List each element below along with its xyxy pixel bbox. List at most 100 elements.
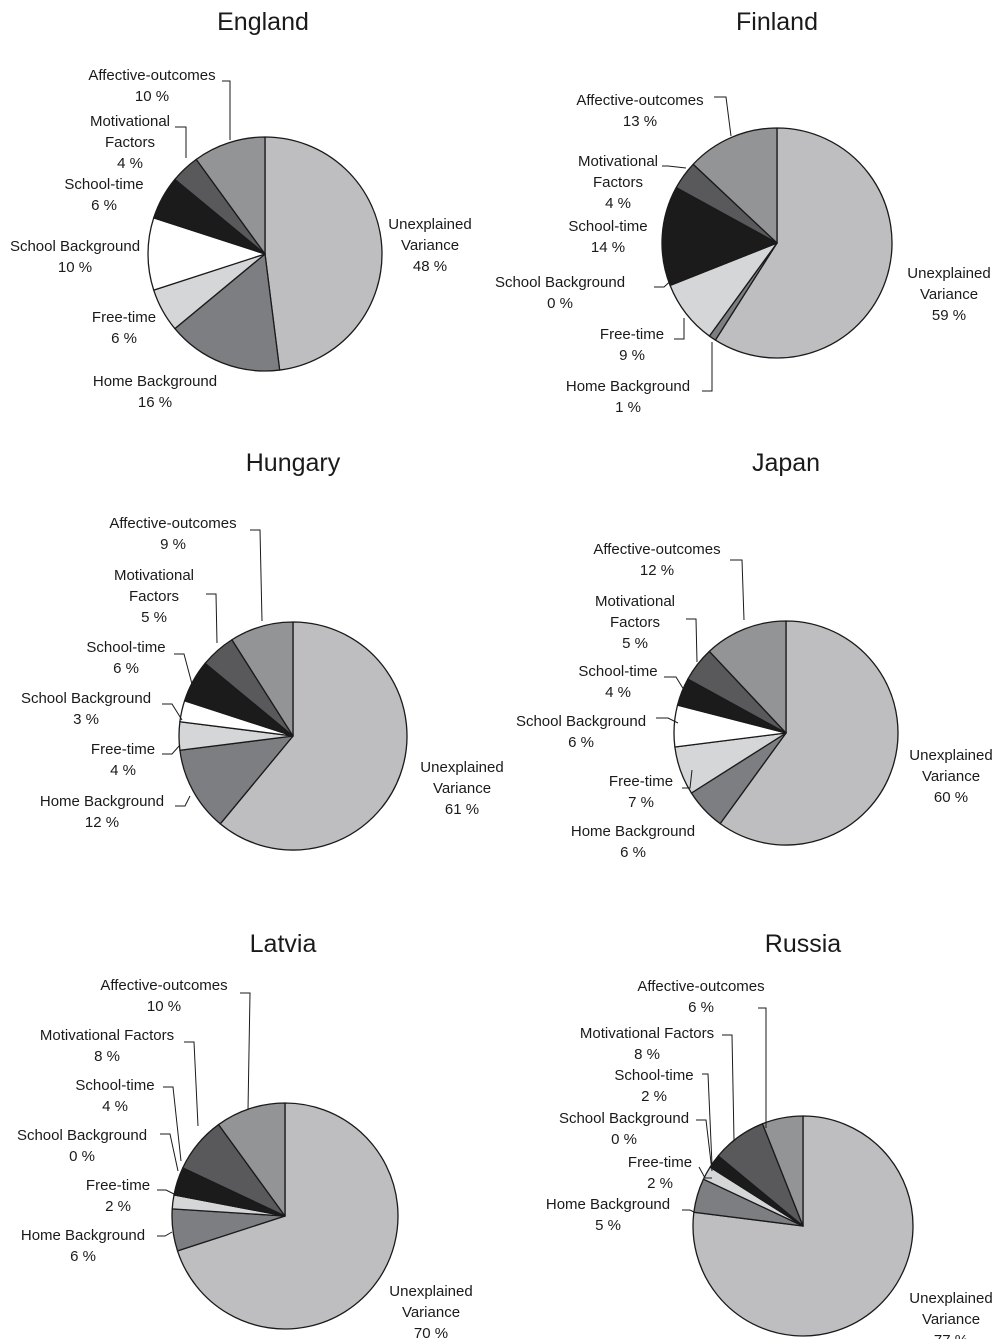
label-affective-outcomes: Affective-outcomes 12 % [593,541,720,579]
pie-chart-finland: Finland Unexplained Variance 59 % Home Backg… [495,8,991,416]
leader-line-school-background [160,1133,179,1172]
chart-title: England [217,8,309,36]
label-motivational-factors: Motivational Factors 5 % [114,567,194,626]
label-school-background: School Background 0 % [17,1127,147,1165]
chart-title: Russia [765,930,842,958]
leader-line-motivational-factors [686,618,698,663]
label-motivational-factors: Motivational Factors 4 % [578,153,658,212]
leader-line-motivational-factors [662,165,687,169]
chart-title: Latvia [250,930,317,958]
label-affective-outcomes: Affective-outcomes 6 % [637,978,764,1016]
slice-home-background [179,735,294,825]
slice-affective-outcomes [692,127,778,244]
label-home-background: Home Background 6 % [21,1227,145,1265]
leader-line-school-background [696,1119,713,1172]
leader-line-school-time [163,1086,182,1162]
pie-chart-latvia: Latvia Unexplained Variance 70 % Home Backgr… [17,930,473,1339]
chart-title: Japan [752,449,820,477]
leader-line-school-background [656,717,679,724]
label-unexplained-variance: Unexplained Variance 60 % [909,747,992,806]
leader-line-school-background [162,703,183,721]
leader-line-free-time [698,1166,712,1179]
slice-unexplained-variance [219,621,408,851]
chart-title: Hungary [246,449,341,477]
leader-line-free-time [674,318,685,340]
leader-line-free-time [157,1189,179,1197]
leader-line-motivational-factors [722,1034,735,1141]
leader-line-affective-outcomes [250,529,263,622]
slice-affective-outcomes [231,621,294,737]
label-home-background: Home Background 6 % [571,823,695,861]
label-school-time: School-time 14 % [568,218,647,256]
label-free-time: Free-time 6 % [92,309,156,347]
label-unexplained-variance: Unexplained Variance 59 % [907,265,990,324]
label-free-time: Free-time 2 % [628,1154,692,1192]
label-home-background: Home Background 1 % [566,378,690,416]
slice-unexplained-variance [714,127,893,359]
label-school-background: School Background 0 % [495,274,625,312]
label-unexplained-variance: Unexplained Variance 70 % [389,1283,472,1339]
leader-line-affective-outcomes [222,80,231,140]
leader-line-affective-outcomes [714,96,732,137]
leader-line-affective-outcomes [240,992,251,1111]
label-free-time: Free-time 9 % [600,326,664,364]
label-motivational-factors: Motivational Factors 5 % [595,593,675,652]
label-affective-outcomes: Affective-outcomes 13 % [576,92,703,130]
label-unexplained-variance: UnexplainedVariance77 % [909,1290,992,1339]
label-school-time: School-time 6 % [86,639,165,677]
label-free-time: Free-time 4 % [91,741,155,779]
leader-line-school-time [702,1073,713,1166]
slice-affective-outcomes [217,1102,286,1217]
label-school-background: School Background 10 % [10,238,140,276]
leader-line-school-time [174,653,193,685]
chart-title: Finland [736,8,818,36]
label-school-background: School Background 0 % [559,1110,689,1148]
label-free-time: Free-time 2 % [86,1177,150,1215]
leader-line-school-time [664,676,685,691]
leader-line-home-background [682,1209,695,1213]
label-home-background: Home Background 16 % [93,373,217,411]
slice-affective-outcomes [195,136,266,255]
leader-line-home-background [702,342,713,392]
label-affective-outcomes: Affective-outcomes 10 % [100,977,227,1015]
leader-line-free-time [162,744,181,755]
slice-unexplained-variance [264,136,383,371]
label-school-background: School Background 6 % [516,713,646,751]
label-affective-outcomes: Affective-outcomes 10 % [88,67,215,105]
leader-line-home-background [175,795,191,807]
label-school-time: School-time 2 % [614,1067,693,1105]
label-home-background: Home Background 12 % [40,793,164,831]
slice-affective-outcomes [708,620,787,734]
leader-line-affective-outcomes [758,1007,767,1128]
slice-unexplained-variance [719,620,899,846]
slice-school-time [661,186,778,286]
label-home-background: Home Background 5 % [546,1196,670,1234]
leader-line-home-background [157,1231,173,1237]
leader-line-affective-outcomes [730,559,745,621]
label-school-time: School-time 4 % [578,663,657,701]
label-school-time: School-time 4 % [75,1077,154,1115]
leader-line-motivational-factors [184,1041,199,1127]
label-unexplained-variance: Unexplained Variance 61 % [420,759,503,818]
leader-line-motivational-factors [175,126,187,158]
leader-line-motivational-factors [206,593,218,644]
pie-chart-russia: Russia UnexplainedVariance77 % Home Backgr… [546,930,993,1339]
label-school-time: School-time 6 % [64,176,143,214]
slice-affective-outcomes [761,1115,804,1227]
label-motivational-factors: Motivational Factors 4 % [90,113,170,172]
leader-line-free-time [682,769,693,789]
label-motivational-factors: Motivational Factors 8 % [40,1027,174,1065]
label-motivational-factors: Motivational Factors 8 % [580,1025,714,1063]
label-school-background: School Background 3 % [21,690,151,728]
label-free-time: Free-time 7 % [609,773,673,811]
slice-unexplained-variance [176,1102,399,1330]
pie-chart-japan: Japan Unexplained Variance 60 % Home Backgro… [516,449,993,861]
label-affective-outcomes: Affective-outcomes 9 % [109,515,236,553]
slice-home-background [174,253,281,372]
slice-school-background [147,217,266,291]
pie-chart-england: England Unexplained Variance 48 % Home Backg… [10,8,472,411]
leader-line-school-background [654,275,677,288]
label-unexplained-variance: Unexplained Variance 48 % [388,216,471,275]
pie-chart-hungary: Hungary Unexplained Variance 61 % Home Backg… [21,449,504,851]
